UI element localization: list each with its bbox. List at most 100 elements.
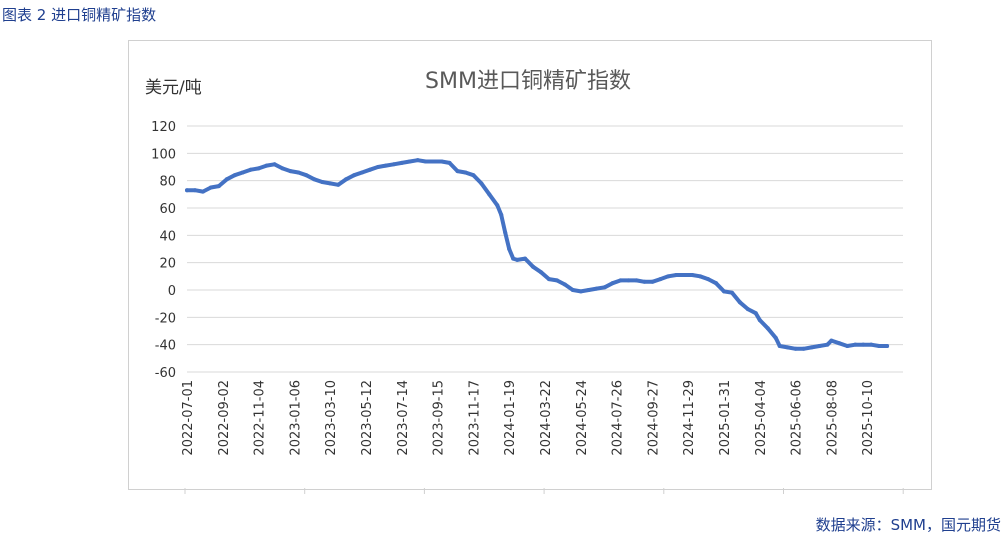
data-point: [674, 272, 679, 277]
y-axis-unit: 美元/吨: [145, 78, 202, 98]
data-points: [185, 158, 890, 351]
data-point: [837, 341, 842, 346]
data-point: [320, 180, 325, 185]
data-point: [479, 181, 484, 186]
data-point: [383, 163, 388, 168]
data-point: [869, 342, 874, 347]
data-point: [264, 163, 269, 168]
data-point: [765, 326, 770, 331]
data-point: [626, 278, 631, 283]
data-point: [570, 288, 575, 292]
data-point: [586, 288, 591, 292]
data-point: [447, 160, 452, 165]
x-tick-label: 2025-04-04: [754, 380, 769, 456]
x-tick-label: 2023-01-06: [288, 380, 303, 456]
data-point: [185, 188, 189, 193]
x-tick-label: 2023-03-10: [324, 380, 339, 456]
source-note: 数据来源：SMM，国元期货: [815, 516, 1001, 534]
data-point: [714, 281, 719, 286]
data-point: [431, 159, 436, 164]
data-point: [745, 307, 750, 312]
data-point: [216, 184, 221, 189]
data-point: [415, 158, 420, 163]
data-point: [463, 170, 468, 175]
data-point: [658, 277, 663, 282]
y-axis-ticks: 120 100 80 60 40 20 0 -20 -40 -60: [151, 120, 176, 381]
y-tick-label: 40: [159, 229, 176, 244]
data-point: [439, 159, 444, 164]
data-point: [503, 230, 508, 235]
y-tick-label: -60: [155, 366, 176, 381]
x-tick-label: 2024-01-19: [503, 380, 518, 456]
x-tick-label: 2025-10-10: [861, 380, 876, 456]
data-point: [539, 270, 544, 275]
data-point: [829, 338, 834, 343]
data-point: [682, 272, 687, 277]
data-point: [304, 173, 309, 178]
data-point: [757, 318, 762, 323]
data-point: [877, 344, 882, 349]
data-point: [344, 177, 349, 182]
data-point: [256, 166, 261, 171]
x-tick-label: 2023-05-12: [360, 380, 375, 456]
data-point: [248, 167, 253, 172]
data-point: [773, 335, 778, 340]
y-tick-label: 100: [151, 147, 176, 162]
data-point: [495, 203, 500, 208]
y-tick-label: -40: [155, 339, 176, 354]
x-tick-label: 2025-01-31: [718, 380, 733, 456]
y-tick-label: 120: [151, 120, 176, 135]
data-point: [554, 278, 559, 283]
data-point: [861, 342, 866, 347]
chart-title: SMM进口铜精矿指数: [425, 69, 631, 94]
data-point: [360, 170, 365, 175]
data-point: [885, 344, 890, 349]
x-tick-label: 2024-07-26: [611, 380, 626, 456]
x-tick-label: 2025-06-06: [790, 380, 805, 456]
data-point: [737, 300, 742, 305]
data-point: [610, 281, 615, 286]
data-point: [336, 182, 341, 187]
data-point: [845, 344, 850, 349]
data-point: [753, 311, 758, 316]
data-point: [698, 274, 703, 279]
x-tick-label: 2022-09-02: [217, 380, 232, 456]
data-point: [722, 289, 726, 294]
y-tick-label: -20: [155, 311, 176, 326]
data-point: [192, 188, 197, 193]
y-tick-label: 20: [159, 257, 176, 272]
data-point: [200, 189, 205, 194]
x-tick-label: 2024-05-24: [575, 380, 590, 456]
data-point: [817, 344, 822, 349]
data-point: [666, 274, 671, 279]
x-tick-label: 2022-07-01: [181, 380, 196, 456]
data-point: [296, 170, 301, 175]
data-point: [455, 169, 460, 174]
data-point: [499, 212, 504, 217]
data-point: [777, 344, 782, 349]
data-point: [523, 256, 528, 261]
gridlines: [187, 125, 903, 373]
data-point: [399, 160, 404, 165]
data-point: [328, 181, 333, 186]
data-point: [706, 277, 711, 282]
x-tick-label: 2022-11-04: [253, 380, 268, 456]
x-axis-tick-marks: [184, 488, 904, 494]
x-tick-label: 2024-09-27: [646, 380, 661, 456]
x-tick-label: 2024-03-22: [539, 380, 554, 456]
data-point: [487, 192, 492, 197]
data-point: [594, 286, 599, 291]
series-line: [185, 158, 890, 351]
data-point: [642, 279, 647, 284]
y-tick-label: 0: [168, 284, 176, 299]
data-point: [531, 264, 536, 269]
data-point: [809, 345, 814, 350]
data-point: [793, 346, 798, 351]
data-point: [602, 285, 607, 290]
x-axis-ticks: 2022-07-01 2022-09-02 2022-11-04 2023-01-06…: [181, 380, 876, 456]
data-point: [729, 290, 734, 295]
data-point: [224, 177, 229, 182]
data-point: [232, 173, 237, 178]
data-point: [367, 167, 372, 172]
